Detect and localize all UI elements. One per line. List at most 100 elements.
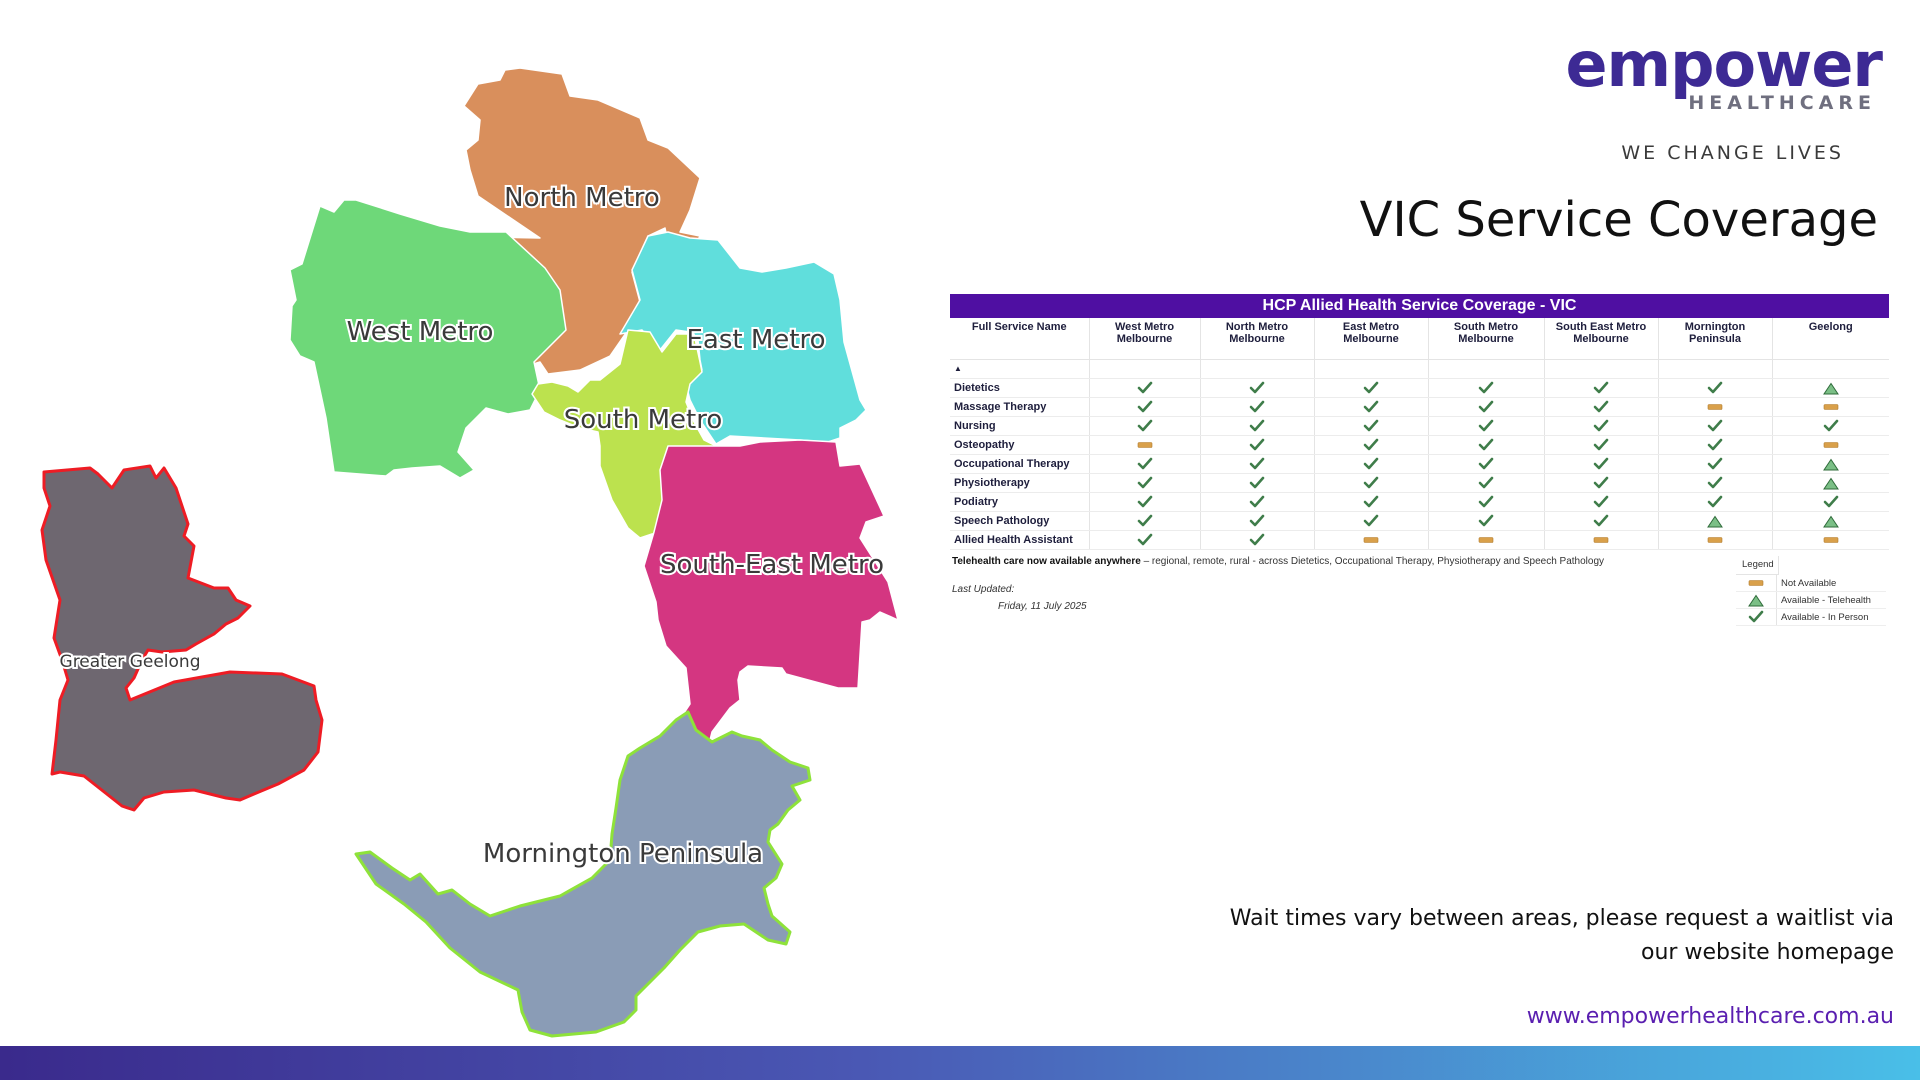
dash-icon <box>1657 530 1772 550</box>
legend-label: Available - Telehealth <box>1781 594 1871 606</box>
column-header-east-metro-melbourne: East Metro Melbourne <box>1313 318 1428 360</box>
telehealth-note: Telehealth care now available anywhere –… <box>952 556 1604 567</box>
check-icon <box>1543 378 1658 398</box>
check-icon <box>1657 492 1772 512</box>
service-name: Massage Therapy <box>950 397 1089 417</box>
legend-item: Available - Telehealth <box>1736 592 1886 609</box>
region-label-west-metro: West Metro <box>347 317 494 347</box>
check-icon <box>1088 397 1200 417</box>
check-icon <box>1427 454 1544 474</box>
brand-logo[interactable]: empower HEALTHCARE <box>1562 28 1883 115</box>
check-icon <box>1543 511 1658 531</box>
check-icon <box>1088 378 1200 398</box>
check-icon <box>1088 530 1200 550</box>
check-icon <box>1088 416 1200 436</box>
legend-title: Legend <box>1736 556 1779 575</box>
sort-arrow-icon[interactable]: ▲ <box>950 359 1089 379</box>
check-icon <box>1736 609 1777 625</box>
dash-icon <box>1427 530 1544 550</box>
check-icon <box>1199 492 1314 512</box>
brand-name: empower <box>1565 28 1883 101</box>
table-row: Podiatry <box>950 492 1889 512</box>
check-icon <box>1657 454 1772 474</box>
check-icon <box>1313 397 1428 417</box>
legend-label: Available - In Person <box>1781 611 1869 623</box>
check-icon <box>1199 454 1314 474</box>
check-icon <box>1313 511 1428 531</box>
check-icon <box>1313 416 1428 436</box>
table-row: Physiotherapy <box>950 473 1889 493</box>
check-icon <box>1657 416 1772 436</box>
table-row: Massage Therapy <box>950 397 1889 417</box>
dash-icon <box>1657 397 1772 417</box>
brand-subtitle: HEALTHCARE <box>1688 92 1876 114</box>
check-icon <box>1199 511 1314 531</box>
check-icon <box>1427 473 1544 493</box>
check-icon <box>1199 473 1314 493</box>
check-icon <box>1657 435 1772 455</box>
check-icon <box>1543 454 1658 474</box>
region-south-east-metro[interactable] <box>643 439 899 755</box>
check-icon <box>1199 378 1314 398</box>
legend: Legend Not Available Available - Teleheal… <box>1736 556 1886 626</box>
table-header-row: Full Service Name West Metro Melbourne Nor… <box>950 318 1889 360</box>
check-icon <box>1543 416 1658 436</box>
check-icon <box>1199 435 1314 455</box>
check-icon <box>1543 492 1658 512</box>
website-link[interactable]: www.empowerhealthcare.com.au <box>1526 1004 1894 1029</box>
region-label-south-east-metro: South-East Metro <box>660 550 884 580</box>
check-icon <box>1313 378 1428 398</box>
table-row: Nursing <box>950 416 1889 436</box>
column-header-south-east-metro-melbourne: South East Metro Melbourne <box>1543 318 1658 360</box>
table-row: Osteopathy <box>950 435 1889 455</box>
check-icon <box>1543 397 1658 417</box>
check-icon <box>1657 473 1772 493</box>
service-name: Podiatry <box>950 492 1089 512</box>
service-name: Speech Pathology <box>950 511 1089 531</box>
column-header-full-service-name: Full Service Name <box>950 318 1089 360</box>
table-title: HCP Allied Health Service Coverage - VIC <box>950 294 1889 318</box>
table-row: Allied Health Assistant <box>950 530 1889 550</box>
region-mornington-peninsula[interactable] <box>354 710 812 1038</box>
column-header-west-metro-melbourne: West Metro Melbourne <box>1088 318 1200 360</box>
last-updated-date: Friday, 11 July 2025 <box>998 601 1087 612</box>
triangle-icon <box>1771 454 1889 474</box>
region-label-mornington-peninsula: Mornington Peninsula <box>483 839 763 869</box>
service-name: Osteopathy <box>950 435 1089 455</box>
triangle-icon <box>1771 511 1889 531</box>
check-icon <box>1543 435 1658 455</box>
triangle-icon <box>1771 378 1889 398</box>
region-west-metro[interactable] <box>289 199 567 479</box>
check-icon <box>1313 454 1428 474</box>
check-icon <box>1543 473 1658 493</box>
dash-icon <box>1313 530 1428 550</box>
dash-icon <box>1771 435 1889 455</box>
check-icon <box>1427 511 1544 531</box>
wait-time-note: Wait times vary between areas, please re… <box>1134 902 1894 970</box>
check-icon <box>1088 511 1200 531</box>
column-header-south-metro-melbourne: South Metro Melbourne <box>1427 318 1544 360</box>
coverage-table: HCP Allied Health Service Coverage - VIC… <box>950 294 1889 550</box>
check-icon <box>1199 397 1314 417</box>
region-greater-geelong[interactable] <box>40 464 324 812</box>
last-updated-label: Last Updated: <box>952 584 1015 595</box>
service-name: Occupational Therapy <box>950 454 1089 474</box>
service-name: Dietetics <box>950 378 1089 398</box>
column-header-mornington-peninsula: Mornington Peninsula <box>1657 318 1772 360</box>
legend-item: Not Available <box>1736 575 1886 592</box>
region-label-greater-geelong: Greater Geelong <box>60 652 201 672</box>
table-row: Occupational Therapy <box>950 454 1889 474</box>
check-icon <box>1199 530 1314 550</box>
region-map: North Metro West Metro East Metro South Met… <box>40 67 899 1038</box>
footer-gradient-bar <box>0 1046 1920 1080</box>
legend-item: Available - In Person <box>1736 609 1886 626</box>
dash-icon <box>1771 397 1889 417</box>
check-icon <box>1427 492 1544 512</box>
telehealth-note-rest: – regional, remote, rural - across Diete… <box>1140 556 1605 567</box>
triangle-icon <box>1771 473 1889 493</box>
coverage-grid: Full Service Name West Metro Melbourne Nor… <box>950 318 1889 550</box>
region-label-south-metro: South Metro <box>564 405 722 435</box>
service-name: Nursing <box>950 416 1089 436</box>
wait-note-line-2: our website homepage <box>1641 940 1894 965</box>
check-icon <box>1427 397 1544 417</box>
